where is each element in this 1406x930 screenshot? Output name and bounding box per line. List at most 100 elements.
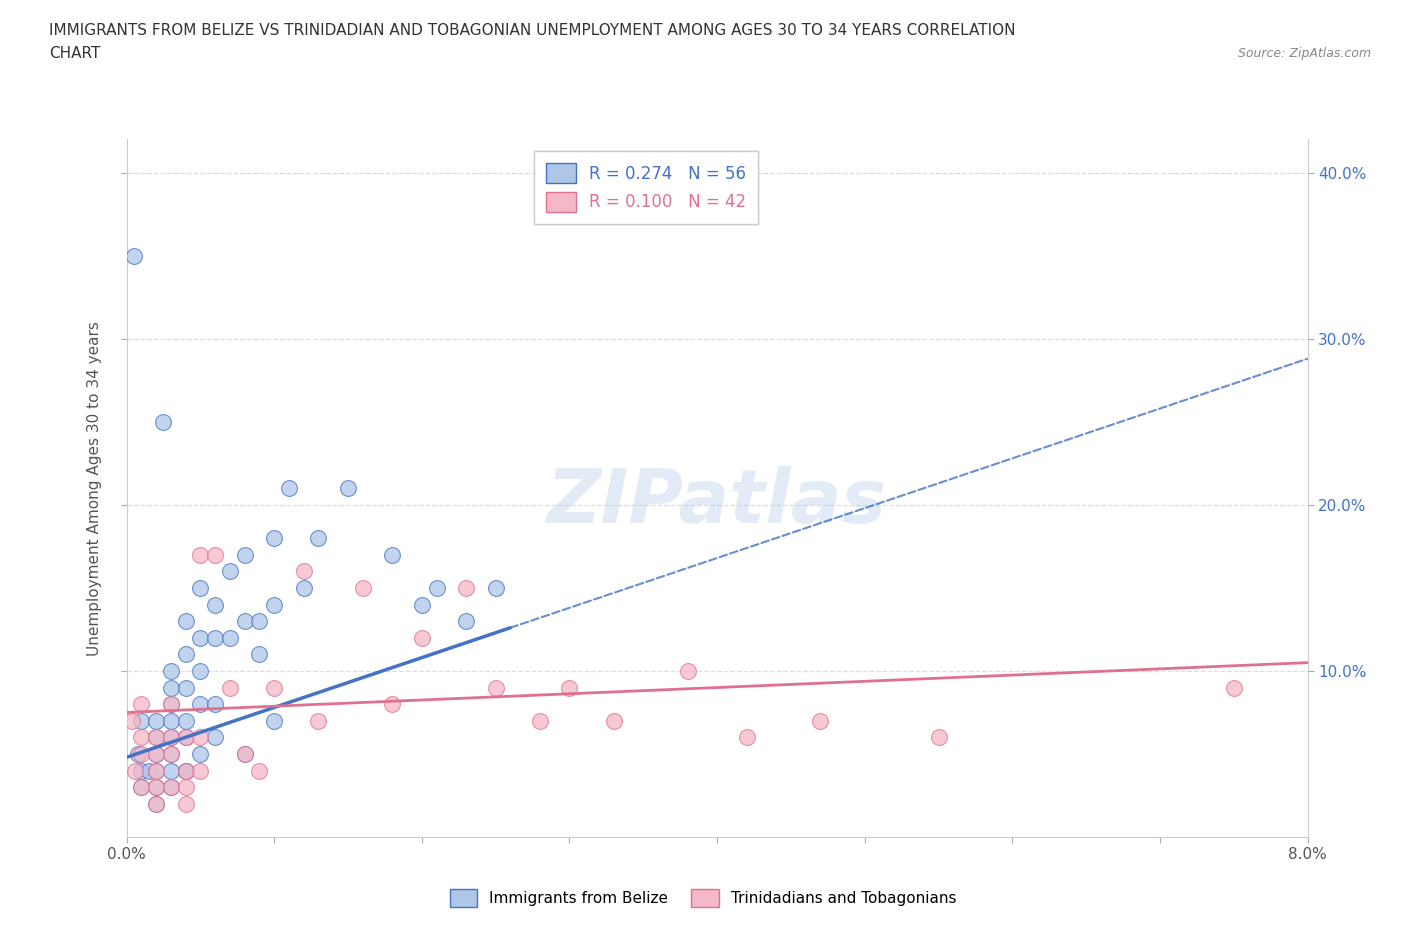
Point (160, 779, 183, 794)
Point (263, 680, 285, 695)
Point (121, 713, 143, 728)
Point (188, 747, 211, 762)
Point (352, 580, 374, 595)
Point (145, 764, 167, 778)
Point (1222, 680, 1246, 695)
Point (337, 481, 360, 496)
Point (188, 764, 211, 778)
Point (160, 680, 183, 695)
Point (233, 747, 256, 762)
Point (127, 747, 149, 762)
Point (174, 713, 197, 728)
Point (145, 779, 167, 794)
Point (307, 531, 329, 546)
Point (145, 796, 167, 811)
Point (129, 713, 153, 728)
Point (160, 663, 183, 678)
Point (233, 747, 256, 762)
Point (174, 730, 197, 745)
Point (174, 647, 197, 662)
Point (529, 713, 551, 728)
Point (292, 580, 315, 595)
Text: ZIPatlas: ZIPatlas (547, 466, 887, 538)
Point (160, 747, 183, 762)
Point (174, 796, 197, 811)
Point (145, 730, 167, 745)
Point (810, 713, 832, 728)
Point (263, 713, 285, 728)
Text: CHART: CHART (49, 46, 101, 61)
Point (129, 779, 153, 794)
Point (129, 747, 153, 762)
Point (204, 597, 226, 612)
Point (188, 697, 211, 711)
Point (454, 614, 477, 629)
Point (219, 564, 242, 578)
Point (676, 663, 699, 678)
Point (292, 564, 315, 578)
Point (454, 580, 477, 595)
Text: IMMIGRANTS FROM BELIZE VS TRINIDADIAN AND TOBAGONIAN UNEMPLOYMENT AMONG AGES 30 : IMMIGRANTS FROM BELIZE VS TRINIDADIAN AN… (49, 23, 1015, 38)
Point (138, 764, 160, 778)
Point (204, 547, 226, 562)
Point (160, 747, 183, 762)
Point (145, 713, 167, 728)
Point (219, 631, 242, 645)
Point (129, 697, 153, 711)
Point (204, 631, 226, 645)
Legend: R = 0.274   N = 56, R = 0.100   N = 42: R = 0.274 N = 56, R = 0.100 N = 42 (534, 152, 758, 223)
Point (603, 713, 626, 728)
Point (188, 580, 211, 595)
Point (263, 597, 285, 612)
Point (129, 730, 153, 745)
Point (204, 730, 226, 745)
Point (160, 697, 183, 711)
Point (145, 730, 167, 745)
Point (381, 547, 404, 562)
Point (247, 764, 270, 778)
Point (484, 580, 508, 595)
Point (188, 663, 211, 678)
Point (735, 730, 758, 745)
Point (411, 597, 433, 612)
Point (247, 614, 270, 629)
Point (484, 680, 508, 695)
Point (160, 730, 183, 745)
Point (174, 680, 197, 695)
Point (174, 764, 197, 778)
Point (129, 779, 153, 794)
Point (381, 697, 404, 711)
Point (145, 747, 167, 762)
Point (160, 764, 183, 778)
Point (145, 779, 167, 794)
Point (129, 764, 153, 778)
Point (174, 764, 197, 778)
Y-axis label: Unemployment Among Ages 30 to 34 years: Unemployment Among Ages 30 to 34 years (87, 321, 103, 656)
Point (152, 415, 174, 430)
Point (160, 730, 183, 745)
Point (188, 631, 211, 645)
Point (263, 531, 285, 546)
Point (160, 713, 183, 728)
Point (233, 614, 256, 629)
Point (145, 764, 167, 778)
Legend: Immigrants from Belize, Trinidadians and Tobagonians: Immigrants from Belize, Trinidadians and… (443, 884, 963, 913)
Point (233, 547, 256, 562)
Point (145, 796, 167, 811)
Point (188, 547, 211, 562)
Point (124, 764, 146, 778)
Point (307, 713, 329, 728)
Point (160, 697, 183, 711)
Point (174, 779, 197, 794)
Point (411, 631, 433, 645)
Point (122, 248, 145, 263)
Point (425, 580, 447, 595)
Point (247, 647, 270, 662)
Point (204, 697, 226, 711)
Point (174, 764, 197, 778)
Point (174, 730, 197, 745)
Point (219, 680, 242, 695)
Point (928, 730, 950, 745)
Point (160, 779, 183, 794)
Point (145, 747, 167, 762)
